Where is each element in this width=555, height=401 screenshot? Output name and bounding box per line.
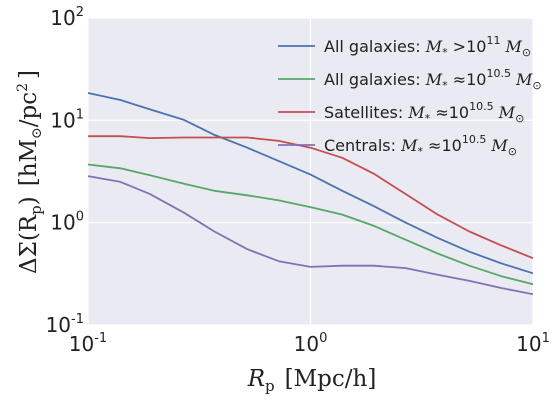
x-tick-label: 10-1 (69, 331, 107, 356)
legend-name-sup: 10.5 (486, 67, 511, 80)
legend-name-math-sub: * (425, 112, 431, 125)
y-tick-label: 100 (50, 210, 84, 235)
legend-name-sup: 10.5 (462, 133, 487, 146)
x-tick-label: 101 (516, 331, 550, 356)
x-tick-label: 100 (294, 331, 328, 356)
legend-entry-2: Satellites: M* ≈1010.5 M⊙ (324, 100, 524, 125)
series-line-3 (87, 175, 534, 296)
x-tick-base: 10 (516, 332, 541, 356)
legend-name-rel: >10 (448, 37, 487, 56)
legend-name-math-sub: * (417, 145, 423, 158)
x-tick-labels: 10-1 100 101 (69, 331, 550, 356)
legend-entry-0: All galaxies: M* >1011 M⊙ (324, 34, 531, 59)
y-tick-base: 10 (50, 6, 75, 30)
legend-name-math-sub: * (442, 46, 448, 59)
legend-name-unit-sub: ⊙ (522, 46, 531, 59)
y-axis-label-tail: ) (16, 196, 42, 205)
series-line-0 (87, 92, 534, 275)
y-tick-base: 10 (50, 211, 75, 235)
legend-name-rel: ≈10 (448, 70, 487, 89)
legend: All galaxies: M* >1011 M⊙All galaxies: M… (278, 34, 542, 158)
y-axis-label-var: ΔΣ(R (16, 214, 42, 274)
y-axis-label-unit-sub: ⊙ (29, 127, 45, 139)
series-line-1 (87, 163, 534, 286)
legend-name-unit: M (486, 136, 508, 155)
series-line-2 (88, 135, 534, 260)
legend-name-text: Satellites: (324, 103, 408, 122)
legend-name-unit-sub: ⊙ (532, 79, 541, 92)
legend-name-text: Centrals: (324, 136, 401, 155)
x-axis-label-unit: [Mpc/h] (285, 366, 377, 392)
y-tick-exp: 2 (76, 5, 84, 20)
y-axis-label-unit-sup: 2 (15, 83, 31, 92)
x-tick-exp: 1 (542, 331, 550, 346)
legend-name-math: M (407, 103, 425, 122)
legend-name-rel: ≈10 (430, 103, 469, 122)
x-axis-label: Rp [Mpc/h] (247, 366, 377, 395)
y-axis-label-unit-tail: /pc (16, 92, 42, 127)
series-lines (87, 92, 534, 296)
legend-name-unit-sub: ⊙ (508, 145, 517, 158)
legend-name-sup: 10.5 (469, 100, 494, 113)
legend-name-unit: M (511, 70, 533, 89)
legend-entry-1: All galaxies: M* ≈1010.5 M⊙ (324, 67, 542, 92)
y-axis-label: ΔΣ(Rp) [hM⊙/pc2] (15, 70, 45, 274)
y-tick-base: 10 (50, 108, 75, 132)
grid-lines (87, 17, 534, 326)
y-tick-label: 101 (50, 107, 84, 132)
legend-name-text: All galaxies: (324, 70, 426, 89)
x-axis-label-var: R (247, 366, 265, 392)
y-axis-label-sub: p (27, 205, 45, 215)
y-axis-label-unit: [hM (16, 139, 42, 186)
y-tick-label: 10-1 (46, 312, 84, 337)
x-tick-base: 10 (294, 332, 319, 356)
y-tick-exp: -1 (71, 312, 84, 327)
y-tick-base: 10 (46, 313, 71, 337)
legend-name-math: M (425, 70, 443, 89)
x-tick-exp: -1 (94, 331, 107, 346)
legend-name-text: All galaxies: (324, 37, 426, 56)
x-tick-base: 10 (69, 332, 94, 356)
y-tick-label: 102 (50, 5, 84, 30)
legend-entry-3: Centrals: M* ≈1010.5 M⊙ (324, 133, 517, 158)
legend-name-math: M (425, 37, 443, 56)
legend-name-unit: M (494, 103, 516, 122)
y-tick-exp: 1 (76, 107, 84, 122)
legend-name-unit-sub: ⊙ (515, 112, 524, 125)
legend-name-sup: 11 (486, 34, 500, 47)
legend-name-math-sub: * (442, 79, 448, 92)
y-tick-exp: 0 (76, 210, 84, 225)
y-axis-label-unit-end: ] (16, 70, 42, 79)
legend-name-rel: ≈10 (423, 136, 462, 155)
x-tick-exp: 0 (319, 331, 327, 346)
x-axis-label-sub: p (265, 377, 275, 395)
legend-name-unit: M (500, 37, 522, 56)
legend-name-math: M (400, 136, 418, 155)
